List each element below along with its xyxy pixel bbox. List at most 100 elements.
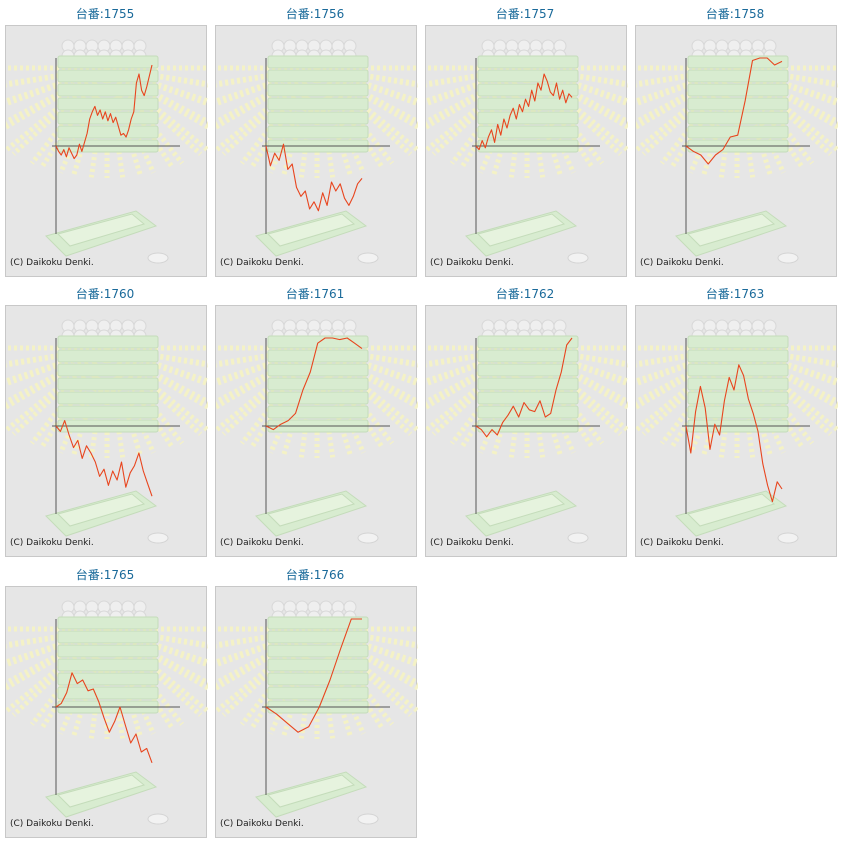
tray-stack bbox=[267, 335, 369, 433]
copyright-text: (C) Daikoku Denki. bbox=[10, 258, 94, 268]
chart-svg bbox=[636, 39, 838, 264]
chart-title[interactable]: 台番:1761 bbox=[285, 287, 345, 301]
chart-title[interactable]: 台番:1757 bbox=[495, 7, 555, 21]
machine-chart-card: 台番:1757 (C) Daikoku Denki. bbox=[420, 0, 630, 277]
machine-chart-card: 台番:1762 (C) Daikoku Denki. bbox=[420, 280, 630, 557]
copyright-text: (C) Daikoku Denki. bbox=[640, 538, 724, 548]
background-art bbox=[426, 39, 628, 264]
tray-stack bbox=[267, 616, 369, 714]
chart-frame: (C) Daikoku Denki. bbox=[635, 25, 838, 277]
balls-pile bbox=[271, 319, 357, 343]
chart-frame: (C) Daikoku Denki. bbox=[5, 305, 208, 557]
chart-svg bbox=[216, 39, 418, 264]
coin-icon bbox=[357, 252, 379, 264]
chart-title[interactable]: 台番:1758 bbox=[705, 7, 765, 21]
bottom-tray bbox=[45, 210, 158, 257]
coin-icon bbox=[357, 532, 379, 544]
chart-svg bbox=[636, 319, 838, 544]
series-line bbox=[55, 420, 153, 497]
bottom-tray bbox=[465, 210, 578, 257]
chart-svg bbox=[426, 319, 628, 544]
chart-svg bbox=[6, 39, 208, 264]
coin-icon bbox=[147, 813, 169, 825]
series-line bbox=[265, 143, 363, 212]
bottom-tray bbox=[255, 771, 368, 818]
coin-icon bbox=[147, 252, 169, 264]
series-line bbox=[55, 672, 153, 763]
machine-chart-card: 台番:1760 (C) Daikoku Denki. bbox=[0, 280, 210, 557]
tray-stack bbox=[57, 55, 159, 153]
chart-title[interactable]: 台番:1763 bbox=[705, 287, 765, 301]
copyright-text: (C) Daikoku Denki. bbox=[10, 538, 94, 548]
bottom-tray bbox=[255, 210, 368, 257]
tray-stack bbox=[687, 335, 789, 433]
tray-stack bbox=[687, 55, 789, 153]
series-line bbox=[475, 73, 573, 151]
tray-stack bbox=[477, 55, 579, 153]
copyright-text: (C) Daikoku Denki. bbox=[220, 819, 304, 829]
chart-title[interactable]: 台番:1765 bbox=[75, 568, 135, 582]
chart-svg bbox=[426, 39, 628, 264]
background-art bbox=[216, 319, 418, 544]
chart-svg bbox=[6, 600, 208, 825]
chart-frame: (C) Daikoku Denki. bbox=[5, 25, 208, 277]
series-line bbox=[475, 337, 573, 438]
chart-title[interactable]: 台番:1766 bbox=[285, 568, 345, 582]
coin-icon bbox=[357, 813, 379, 825]
chart-svg bbox=[216, 600, 418, 825]
coin-icon bbox=[777, 532, 799, 544]
bottom-tray bbox=[45, 771, 158, 818]
copyright-text: (C) Daikoku Denki. bbox=[220, 538, 304, 548]
background-art bbox=[426, 319, 628, 544]
background-art bbox=[636, 319, 838, 544]
coin-icon bbox=[567, 532, 589, 544]
chart-svg bbox=[216, 319, 418, 544]
machine-chart-card: 台番:1761 (C) Daikoku Denki. bbox=[210, 280, 420, 557]
background-art bbox=[6, 600, 208, 825]
bottom-tray bbox=[255, 490, 368, 537]
coin-icon bbox=[777, 252, 799, 264]
machine-chart-card: 台番:1763 (C) Daikoku Denki. bbox=[630, 280, 840, 557]
chart-title[interactable]: 台番:1760 bbox=[75, 287, 135, 301]
chart-frame: (C) Daikoku Denki. bbox=[215, 586, 418, 838]
chart-title[interactable]: 台番:1762 bbox=[495, 287, 555, 301]
chart-svg bbox=[6, 319, 208, 544]
series-line bbox=[265, 618, 362, 733]
chart-frame: (C) Daikoku Denki. bbox=[215, 25, 418, 277]
chart-frame: (C) Daikoku Denki. bbox=[425, 305, 628, 557]
series-line bbox=[685, 364, 783, 503]
copyright-text: (C) Daikoku Denki. bbox=[430, 538, 514, 548]
bottom-tray bbox=[675, 210, 788, 257]
chart-frame: (C) Daikoku Denki. bbox=[635, 305, 838, 557]
copyright-text: (C) Daikoku Denki. bbox=[430, 258, 514, 268]
chart-title[interactable]: 台番:1756 bbox=[285, 7, 345, 21]
copyright-text: (C) Daikoku Denki. bbox=[10, 819, 94, 829]
machine-chart-card: 台番:1766 (C) Daikoku Denki. bbox=[210, 561, 420, 838]
machine-chart-card: 台番:1756 (C) Daikoku Denki. bbox=[210, 0, 420, 277]
series-line bbox=[55, 64, 153, 160]
machine-chart-card: 台番:1758 (C) Daikoku Denki. bbox=[630, 0, 840, 277]
chart-frame: (C) Daikoku Denki. bbox=[425, 25, 628, 277]
coin-icon bbox=[147, 532, 169, 544]
copyright-text: (C) Daikoku Denki. bbox=[220, 258, 304, 268]
tray-stack bbox=[267, 55, 369, 153]
bottom-tray bbox=[45, 490, 158, 537]
copyright-text: (C) Daikoku Denki. bbox=[640, 258, 724, 268]
background-art bbox=[216, 600, 418, 825]
series-line bbox=[685, 57, 783, 165]
bottom-tray bbox=[465, 490, 578, 537]
chart-frame: (C) Daikoku Denki. bbox=[215, 305, 418, 557]
tray-stack bbox=[57, 335, 159, 433]
background-art bbox=[6, 319, 208, 544]
tray-stack bbox=[57, 616, 159, 714]
tray-stack bbox=[477, 335, 579, 433]
background-art bbox=[216, 39, 418, 264]
background-art bbox=[636, 39, 838, 264]
series-line bbox=[265, 337, 363, 431]
chart-title[interactable]: 台番:1755 bbox=[75, 7, 135, 21]
bottom-tray bbox=[675, 490, 788, 537]
machine-chart-card: 台番:1755 (C) Daikoku Denki. bbox=[0, 0, 210, 277]
chart-frame: (C) Daikoku Denki. bbox=[5, 586, 208, 838]
machine-chart-card: 台番:1765 (C) Daikoku Denki. bbox=[0, 561, 210, 838]
